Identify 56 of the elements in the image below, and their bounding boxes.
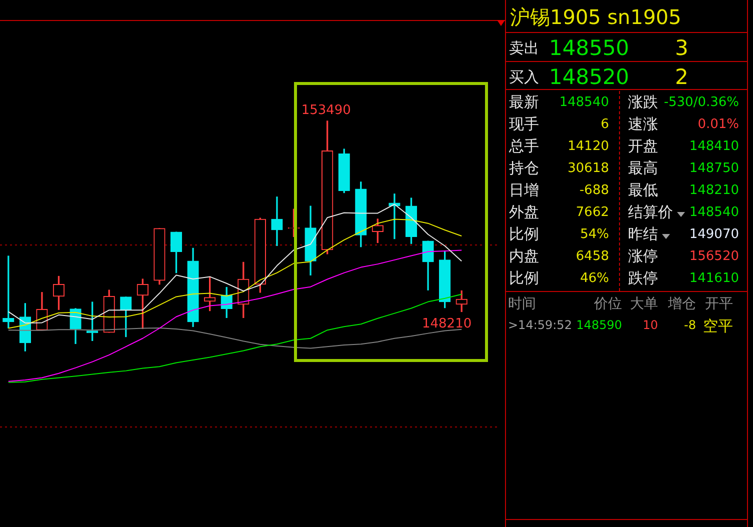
text: 148540 bbox=[559, 95, 609, 110]
text: 增仓 bbox=[668, 296, 696, 312]
text: 46% bbox=[580, 271, 609, 286]
text: 比例 bbox=[509, 225, 539, 243]
text: 0.01% bbox=[698, 117, 739, 132]
text: 速涨 bbox=[628, 115, 658, 133]
text: 开平 bbox=[705, 296, 733, 312]
text: 54% bbox=[580, 227, 609, 242]
text: 价位 bbox=[594, 296, 622, 312]
text: 148540 bbox=[689, 205, 739, 220]
text: 涨停 bbox=[628, 247, 658, 265]
text: 总手 bbox=[509, 137, 539, 155]
text: 156520 bbox=[689, 249, 739, 264]
text: 沪锡1905 sn1905 bbox=[510, 5, 682, 29]
text: 最新 bbox=[509, 93, 539, 111]
text: -8 bbox=[684, 318, 696, 332]
text: 148210 bbox=[689, 183, 739, 198]
candlestick bbox=[271, 196, 283, 246]
text: 148520 bbox=[549, 65, 630, 89]
text: 7662 bbox=[576, 205, 609, 220]
text: 大单 bbox=[630, 296, 658, 312]
text: >14:59:52 bbox=[508, 318, 572, 332]
annotation: 153490 bbox=[301, 102, 351, 118]
text: 148550 bbox=[549, 36, 630, 60]
text: 涨跌 bbox=[628, 93, 658, 111]
text: 2 bbox=[675, 65, 688, 89]
text: 最低 bbox=[628, 181, 658, 199]
text: 30618 bbox=[568, 161, 609, 176]
text: 比例 bbox=[509, 269, 539, 287]
text: 14120 bbox=[568, 139, 609, 154]
text: 日增 bbox=[509, 181, 539, 199]
text: 时间 bbox=[508, 296, 536, 312]
text: -530/0.36% bbox=[664, 95, 739, 110]
text: 昨结 bbox=[628, 225, 658, 243]
text: 148750 bbox=[689, 161, 739, 176]
text: 148410 bbox=[689, 139, 739, 154]
text: 持仓 bbox=[509, 159, 539, 177]
text: 开盘 bbox=[628, 137, 658, 155]
text: 结算价 bbox=[628, 203, 673, 221]
text: 6458 bbox=[576, 249, 609, 264]
text: 空平 bbox=[703, 317, 733, 335]
text: 跌停 bbox=[628, 269, 658, 287]
text: 最高 bbox=[628, 159, 658, 177]
text: 内盘 bbox=[509, 247, 539, 265]
text: -688 bbox=[579, 183, 609, 198]
text: 3 bbox=[675, 36, 688, 60]
annotation: 148210 bbox=[422, 316, 472, 332]
text: 买入 bbox=[509, 68, 539, 86]
text: 149070 bbox=[689, 227, 739, 242]
text: 6 bbox=[600, 117, 609, 132]
text: 现手 bbox=[509, 115, 539, 133]
text: 10 bbox=[642, 318, 658, 332]
text: 卖出 bbox=[509, 39, 539, 57]
text: 148590 bbox=[576, 318, 622, 332]
text: 141610 bbox=[689, 271, 739, 286]
text: 外盘 bbox=[509, 203, 539, 221]
